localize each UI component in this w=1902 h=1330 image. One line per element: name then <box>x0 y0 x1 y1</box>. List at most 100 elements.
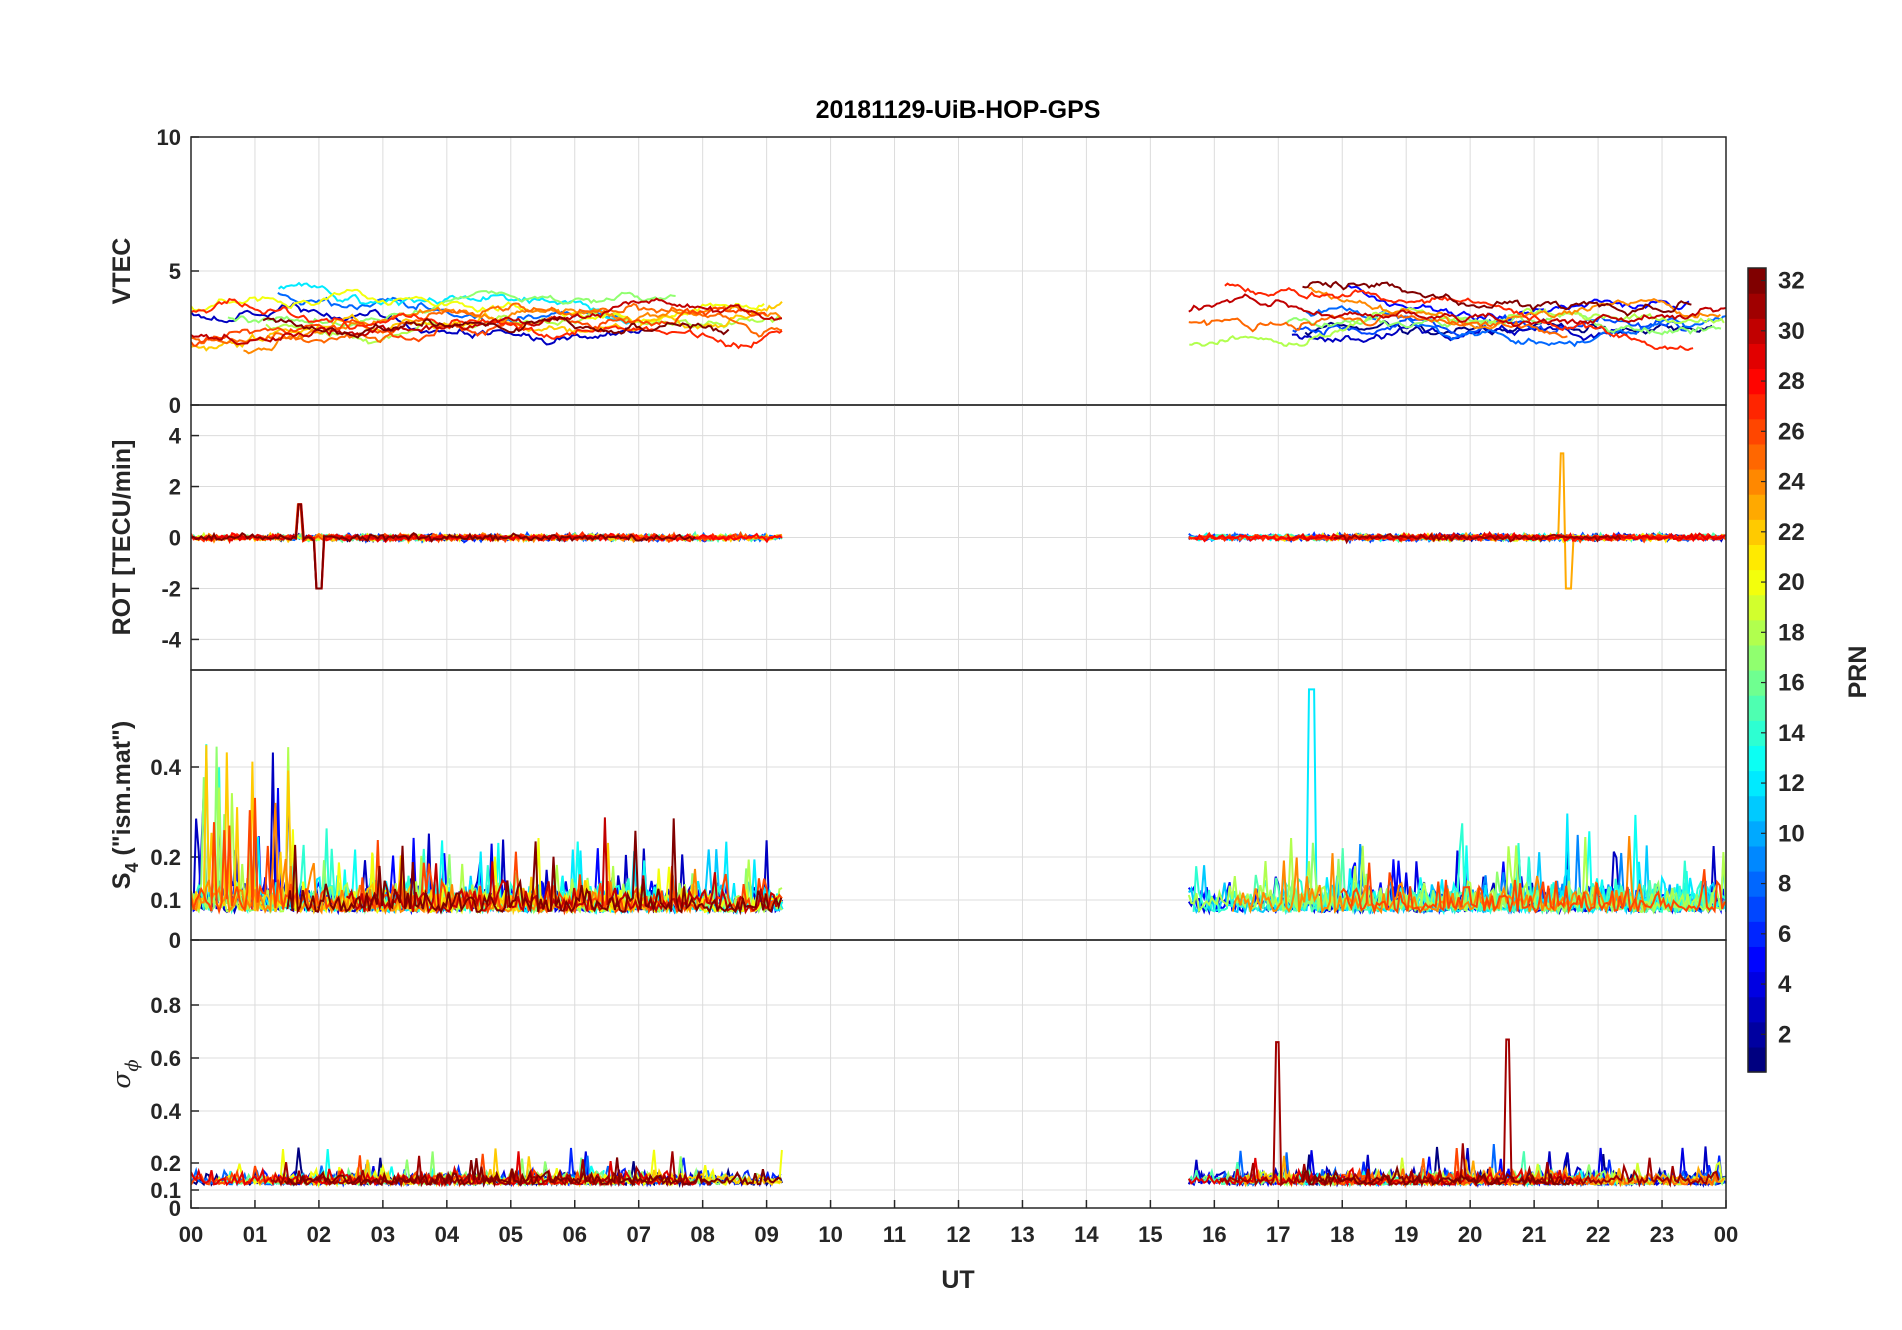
colorbar-tick-label-1: 4 <box>1778 971 1792 998</box>
colorbar-segment-28 <box>1748 368 1766 395</box>
colorbar-tick-label-12: 26 <box>1778 418 1805 445</box>
series-rot-prn-29-0 <box>191 503 607 590</box>
colorbar-tick-label-6: 14 <box>1778 720 1805 747</box>
y-label-rest-s4: ("ism.mat") <box>108 721 136 863</box>
y-tick-label-rot-4: 4 <box>169 424 182 449</box>
x-tick-label-3: 03 <box>371 1222 395 1247</box>
x-axis: 00 01 02 03 04 05 06 07 08 09 10 11 12 13 14 15 16 17 18 19… <box>179 1200 1738 1247</box>
y-tick-label-sigma_phi-5: 0.8 <box>150 993 181 1018</box>
colorbar-tick-label-10: 22 <box>1778 519 1805 546</box>
y-axis-label-vtec: VTEC <box>108 238 136 305</box>
series-vtec-prn-27-0 <box>191 297 783 350</box>
series-s4 <box>191 688 1726 916</box>
colorbar-segment-2 <box>1748 1021 1766 1048</box>
x-tick-label-19: 19 <box>1394 1222 1418 1247</box>
x-tick-label-9: 09 <box>754 1222 778 1247</box>
series-vtec <box>191 280 1726 355</box>
colorbar-segment-6 <box>1748 921 1766 947</box>
colorbar-segment-8 <box>1748 871 1766 897</box>
series-vtec-prn-32-0 <box>262 316 730 339</box>
colorbar-tick-label-4: 10 <box>1778 820 1805 847</box>
x-tick-label-14: 14 <box>1074 1222 1099 1247</box>
y-label-sub-s4: 4 <box>122 863 142 873</box>
series-s4-prn-26-1 <box>1340 862 1726 915</box>
x-tick-label-6: 06 <box>563 1222 587 1247</box>
y-tick-label-rot-0: -4 <box>161 627 181 652</box>
x-tick-label-24: 00 <box>1714 1222 1738 1247</box>
panel-vtec: 0 5 10 VTEC <box>108 125 1727 418</box>
series-sigma_phi-prn-32-0 <box>283 1157 782 1188</box>
series-sigma_phi-prn-31-1 <box>1219 1038 1720 1188</box>
x-tick-label-18: 18 <box>1330 1222 1354 1247</box>
x-tick-label-0: 00 <box>179 1222 203 1247</box>
colorbar-label: PRN <box>1844 646 1872 699</box>
x-tick-label-11: 11 <box>883 1222 906 1247</box>
y-label-main-sigma_phi: σ <box>107 1071 136 1089</box>
x-tick-label-7: 07 <box>626 1222 650 1247</box>
series-sigma_phi-prn-32-1 <box>1301 1164 1573 1188</box>
y-axis-label-rot: ROT [TECU/min] <box>108 440 136 636</box>
x-tick-label-2: 02 <box>307 1222 331 1247</box>
colorbar-segment-20 <box>1748 569 1766 596</box>
y-label-main-s4: S <box>108 873 136 890</box>
y-axis-label-sigma_phi: σϕ <box>107 1059 143 1088</box>
colorbar-segment-31 <box>1748 293 1766 319</box>
chart-title: 20181129-UiB-HOP-GPS <box>816 96 1101 124</box>
y-tick-label-s4-0: 0 <box>169 928 181 953</box>
series-vtec-prn-24-1 <box>1308 286 1721 330</box>
x-tick-label-8: 08 <box>690 1222 714 1247</box>
x-tick-label-12: 12 <box>946 1222 970 1247</box>
colorbar-segment-18 <box>1748 619 1766 646</box>
colorbar-tick-label-5: 12 <box>1778 770 1805 797</box>
x-tick-label-5: 05 <box>499 1222 523 1247</box>
colorbar-segment-23 <box>1748 494 1766 520</box>
x-tick-label-22: 22 <box>1586 1222 1610 1247</box>
y-tick-label-vtec-1: 5 <box>169 259 181 284</box>
panel-s4: 0 0.1 0.2 0.4 S4 ("ism.mat") <box>108 669 1727 953</box>
colorbar-segment-25 <box>1748 443 1766 470</box>
y-tick-label-vtec-2: 10 <box>157 125 181 150</box>
y-tick-label-s4-2: 0.2 <box>150 845 181 870</box>
series-s4-prn-32-0 <box>286 818 783 916</box>
x-tick-label-17: 17 <box>1266 1222 1290 1247</box>
series-sigma_phi-prn-31-0 <box>270 1151 712 1189</box>
series-vtec-prn-30-1 <box>1188 293 1726 328</box>
colorbar-tick-label-15: 32 <box>1778 268 1805 295</box>
colorbar-segment-15 <box>1748 695 1766 721</box>
colorbar-segment-9 <box>1748 845 1766 872</box>
colorbar-segment-22 <box>1748 519 1766 545</box>
y-tick-label-sigma_phi-0: 0 <box>169 1196 181 1221</box>
series-rot-prn-27-0 <box>191 503 745 590</box>
series-vtec-prn-17-0 <box>227 290 676 329</box>
colorbar-segment-7 <box>1748 896 1766 922</box>
colorbar-tick-label-11: 24 <box>1778 469 1805 496</box>
series-vtec-prn-25-1 <box>1188 312 1568 339</box>
colorbar-segment-13 <box>1748 745 1766 772</box>
series-rot-prn-28-0 <box>203 503 783 590</box>
colorbar-segment-21 <box>1748 544 1766 571</box>
colorbar-segment-24 <box>1748 469 1766 495</box>
x-tick-label-1: 01 <box>243 1222 267 1247</box>
x-tick-label-16: 16 <box>1202 1222 1226 1247</box>
series-rot <box>191 452 1726 590</box>
colorbar-segment-10 <box>1748 820 1766 847</box>
colorbar-segment-1 <box>1748 1046 1766 1073</box>
y-tick-label-s4-1: 0.1 <box>150 888 181 913</box>
colorbar-segment-12 <box>1748 770 1766 797</box>
y-tick-label-rot-2: 0 <box>169 526 181 551</box>
colorbar-segment-27 <box>1748 393 1766 420</box>
y-tick-label-vtec-0: 0 <box>169 393 181 418</box>
panel-rot: -4 -2 0 2 4 ROT [TECU/min] <box>108 404 1727 671</box>
colorbar-tick-label-13: 28 <box>1778 368 1805 395</box>
y-tick-label-sigma_phi-2: 0.2 <box>150 1151 181 1176</box>
colorbar-tick-label-0: 2 <box>1778 1021 1791 1048</box>
series-rot-prn-31-0 <box>1333 532 1622 545</box>
colorbar-segment-17 <box>1748 644 1766 671</box>
panel-sigma_phi: 00.10.2 0.4 0.6 0.8 σϕ <box>107 939 1727 1221</box>
series-sigma_phi-prn-25-0 <box>1341 1153 1719 1189</box>
colorbar-segment-30 <box>1748 318 1766 344</box>
y-tick-label-rot-3: 2 <box>169 475 181 500</box>
colorbar-segment-19 <box>1748 594 1766 621</box>
